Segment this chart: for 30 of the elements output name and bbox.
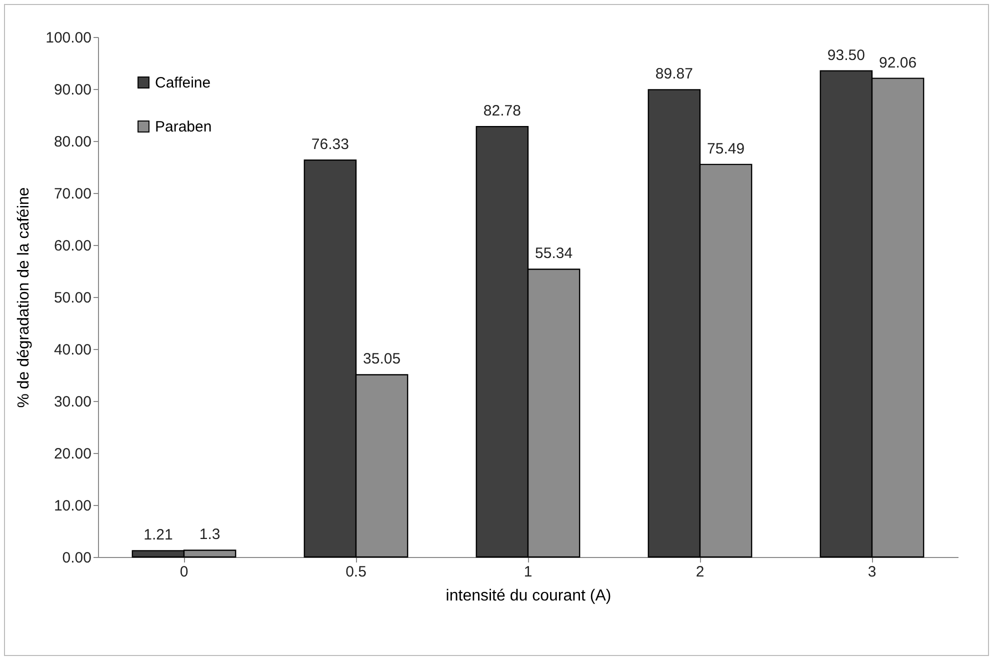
- y-tick-label: 20.00: [54, 446, 92, 462]
- y-tick-label: 60.00: [54, 238, 92, 254]
- data-label: 1.21: [144, 526, 173, 544]
- y-tick-label: 70.00: [54, 186, 92, 202]
- y-tick-label: 50.00: [54, 290, 92, 306]
- x-tick-label: 2: [696, 564, 704, 580]
- data-label: 82.78: [483, 102, 521, 120]
- data-label: 35.05: [363, 350, 401, 368]
- y-tick-label: 100.00: [46, 30, 92, 46]
- y-tick-label: 10.00: [54, 498, 92, 514]
- data-label: 89.87: [655, 66, 693, 83]
- data-label: 1.3: [199, 526, 220, 544]
- data-label: 92.06: [879, 54, 917, 72]
- x-tick-label: 0.5: [346, 564, 366, 580]
- x-tick-label: 1: [524, 564, 532, 580]
- legend-label: Caffeine: [155, 74, 211, 92]
- x-axis-title: intensité du courant (A): [446, 588, 612, 604]
- y-tick-label: 90.00: [54, 82, 92, 98]
- y-tick-label: 40.00: [54, 342, 92, 358]
- x-tick-label: 0: [180, 564, 188, 580]
- data-label: 55.34: [535, 245, 573, 262]
- legend-label: Paraben: [155, 118, 212, 136]
- y-tick-label: 80.00: [54, 134, 92, 150]
- data-label: 75.49: [707, 140, 745, 158]
- x-tick-label: 3: [868, 564, 876, 580]
- y-tick-label: 30.00: [54, 394, 92, 410]
- y-axis-title: % de dégradation de la caféine: [16, 187, 33, 408]
- y-tick-label: 0.00: [62, 550, 92, 566]
- data-label: 76.33: [311, 136, 349, 154]
- data-label: 93.50: [827, 46, 865, 64]
